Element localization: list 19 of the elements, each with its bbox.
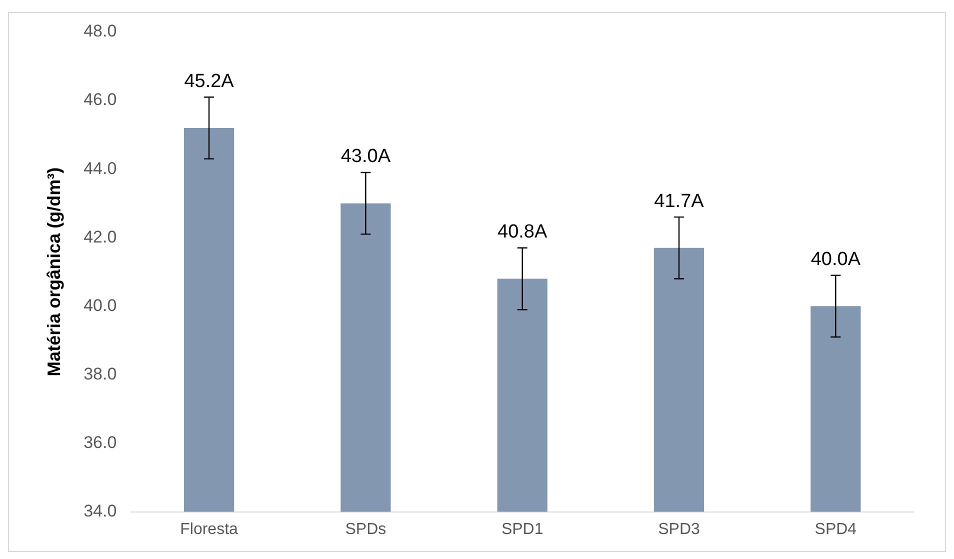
data-label: 40.0A bbox=[810, 249, 861, 270]
x-tick-label: Floresta bbox=[180, 520, 238, 538]
data-label: 41.7A bbox=[654, 190, 704, 212]
data-label: 43.0A bbox=[340, 146, 391, 168]
y-tick-label: 46.0 bbox=[84, 90, 117, 110]
data-label: 45.2A bbox=[184, 70, 234, 92]
x-tick-label: SPD3 bbox=[658, 520, 700, 538]
y-tick-label: 42.0 bbox=[84, 227, 117, 246]
data-label: 40.8A bbox=[498, 222, 548, 243]
y-tick-label: 40.0 bbox=[84, 296, 117, 315]
y-tick-label: 34.0 bbox=[84, 501, 117, 520]
x-tick-label: SPD4 bbox=[814, 520, 857, 538]
x-tick-label: SPD1 bbox=[501, 520, 544, 538]
y-tick-label: 48.0 bbox=[84, 22, 117, 41]
y-tick-label: 36.0 bbox=[84, 432, 117, 452]
y-tick-label: 44.0 bbox=[84, 158, 117, 178]
y-axis-title: Matéria orgânica (g/dm³) bbox=[44, 167, 64, 376]
x-tick-label: SPDs bbox=[345, 520, 386, 538]
y-tick-label: 38.0 bbox=[84, 364, 117, 384]
